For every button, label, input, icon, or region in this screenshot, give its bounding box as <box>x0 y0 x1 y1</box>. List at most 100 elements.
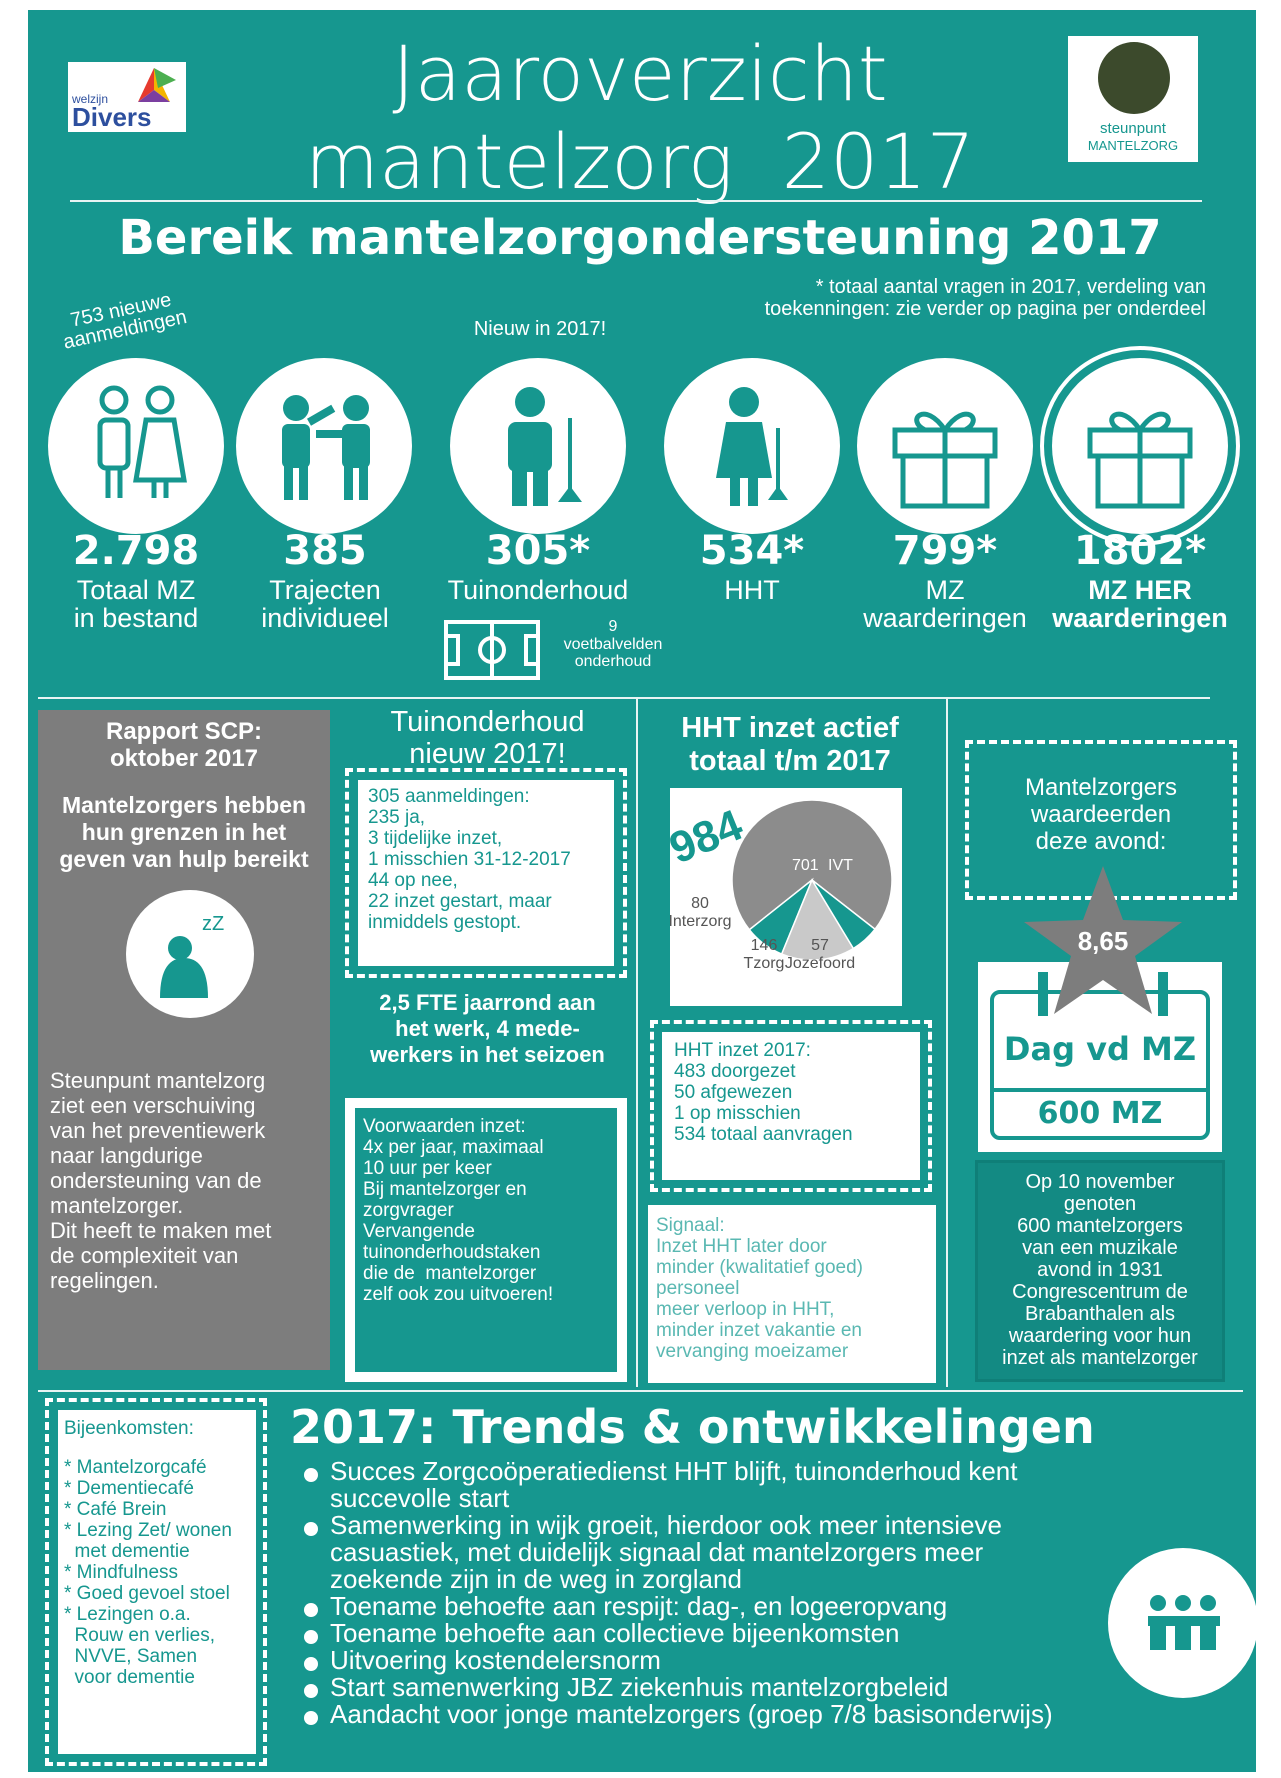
text-line: 1 misschien 31-12-2017 <box>368 849 571 870</box>
scp-panel <box>38 710 330 1370</box>
icon-circle <box>1052 358 1228 534</box>
text-line: in bestand <box>73 603 199 633</box>
stat-value: 1802* <box>1073 528 1207 574</box>
trends-title: 2017: Trends & ontwikkelingen <box>290 1400 1095 1454</box>
pie-slice <box>780 878 855 961</box>
text-line: minder (kwalitatief goed) <box>656 1257 863 1278</box>
meetings-box: Bijeenkomsten: * Mantelzorgcafé * Dementi… <box>58 1410 256 1754</box>
text-line: Op 10 november <box>1025 1171 1175 1193</box>
text-line: vervanging moeizamer <box>656 1341 849 1362</box>
text-line: mantelzorger. <box>50 1193 184 1218</box>
logo-left-top: welzijn <box>72 92 109 106</box>
scp-subtitle: Mantelzorgers hebben hun grenzen in het ge… <box>38 792 330 873</box>
text-line: tuinonderhoudstaken <box>363 1242 541 1263</box>
logo-mark <box>138 68 176 102</box>
text-line: Brabanthalen als <box>1024 1303 1176 1325</box>
text-line: 22 inzet gestart, maar <box>368 891 552 912</box>
divider <box>38 697 1210 699</box>
text-line: nieuw 2017! <box>409 738 566 770</box>
stat-value: 799* <box>892 528 998 574</box>
text-line: Mantelzorgers hebben <box>61 792 307 818</box>
text-line: 600 mantelzorgers <box>1017 1215 1183 1237</box>
slice-value: 80 <box>691 895 709 912</box>
slice-value: 57 <box>811 937 829 954</box>
text-line: regelingen. <box>50 1268 159 1293</box>
text-line: zorgvrager <box>363 1200 454 1221</box>
text-line: 1 op misschien <box>674 1103 801 1124</box>
text-line: Rouw en verlies, <box>64 1625 216 1646</box>
group-icon <box>1108 1548 1258 1698</box>
stat-label: MZ HER waarderingen <box>1010 576 1270 632</box>
text-line: Tuinonderhoud <box>447 575 629 605</box>
hht-signal: Signaal: Inzet HHT later door minder (kwal… <box>648 1205 936 1383</box>
text-line: Rapport SCP: <box>106 718 262 745</box>
text-line: 235 ja, <box>368 807 426 828</box>
text-line: genoten <box>1063 1193 1137 1215</box>
text-line: personeel <box>656 1278 740 1299</box>
evening-box: Mantelzorgers waardeerden deze avond: <box>965 774 1237 855</box>
logo-left-bottom: Divers <box>72 102 152 132</box>
logo-right-bottom: MANTELZORG <box>1087 138 1179 153</box>
logo-right-top: steunpunt <box>1100 120 1166 137</box>
text-line: Aandacht voor jonge mantelzorgers (groep… <box>330 1699 1053 1729</box>
text-line: totaal t/m 2017 <box>689 745 891 777</box>
stat-value: 385 <box>283 528 367 574</box>
scp-title: Rapport SCP: oktober 2017 <box>38 718 330 772</box>
trend-item: Aandacht voor jonge mantelzorgers (groep… <box>300 1701 1180 1728</box>
main-title: Jaaroverzicht mantelzorg 2017 <box>250 30 1030 206</box>
text-line: 50 afgewezen <box>674 1082 793 1103</box>
football-label: voetbalvelden onderhoud <box>548 636 678 670</box>
slice-name: IVT <box>828 857 853 874</box>
text-line: * Dementiecafé <box>64 1478 194 1499</box>
divider <box>946 697 948 1387</box>
meetings-list: * Mantelzorgcafé * Dementiecafé * Café Bre… <box>64 1457 250 1688</box>
hht-box: HHT inzet 2017: 483 doorgezet 50 afgewezen… <box>662 1032 920 1180</box>
garden-title: Tuinonderhoud nieuw 2017! <box>345 706 630 770</box>
text-line: Totaal MZ <box>76 575 196 605</box>
text-line: avond in 1931 <box>1037 1259 1163 1281</box>
icon-circle <box>48 358 224 534</box>
calendar-rule <box>990 1088 1210 1092</box>
text-line: met dementie <box>64 1541 190 1562</box>
text-line: Toename behoefte aan collectieve bijeenk… <box>330 1618 900 1648</box>
gift-icon <box>892 411 998 509</box>
trend-item: Toename behoefte aan collectieve bijeenk… <box>300 1620 1180 1647</box>
text-line: Bij mantelzorger en <box>363 1179 527 1200</box>
text-line: deze avond: <box>1035 828 1167 855</box>
text-line: 4x per jaar, maximaal <box>363 1137 544 1158</box>
text-line: * totaal aantal vragen in 2017, verdelin… <box>815 276 1206 298</box>
text-line: voor dementie <box>64 1667 195 1688</box>
text-line: ziet een verschuiving <box>50 1093 256 1118</box>
score: 8,65 <box>1077 926 1129 956</box>
dashed-frame <box>45 1398 267 1766</box>
text-line: waardering voor hun <box>1008 1325 1192 1347</box>
stress-icon: zZ <box>126 890 254 1018</box>
text-line: * Mantelzorgcafé <box>64 1457 207 1478</box>
text-line: naar langdurige <box>50 1143 203 1168</box>
text-line: HHT inzet actief <box>681 712 899 744</box>
text-line: voetbalvelden <box>563 636 663 653</box>
text-line: Mantelzorgers <box>1024 774 1178 801</box>
stat-label: HHT <box>622 576 882 604</box>
stat-value: 534* <box>699 528 805 574</box>
slice-name: Interzorg <box>670 913 732 930</box>
text-line: Signaal: <box>656 1215 725 1236</box>
dashed-frame <box>650 1020 932 1192</box>
text-line: succevolle start <box>330 1483 510 1513</box>
text-line: * Mindfulness <box>64 1562 179 1583</box>
text-line: HHT inzet 2017: <box>674 1040 811 1061</box>
trends-list: Succes Zorgcoöperatiedienst HHT blijft, … <box>300 1458 1180 1728</box>
football-field-icon <box>444 620 540 680</box>
text-line: het werk, 4 mede- <box>395 1016 580 1041</box>
logo-right: steunpunt MANTELZORG <box>1068 36 1198 162</box>
text-line: Trajecten <box>269 575 381 605</box>
gardener-icon <box>508 387 582 506</box>
text-line: casuastiek, met duidelijk signaal dat ma… <box>330 1537 984 1567</box>
text-line: waardeerden <box>1030 801 1172 828</box>
trend-item: Uitvoering kostendelersnorm <box>300 1647 1180 1674</box>
slice-name: Tzorg <box>744 955 785 972</box>
text-line: 44 op nee, <box>368 870 458 891</box>
text-line: MZ HER <box>1088 575 1192 605</box>
text-line: * Lezing Zet/ wonen <box>64 1520 232 1541</box>
